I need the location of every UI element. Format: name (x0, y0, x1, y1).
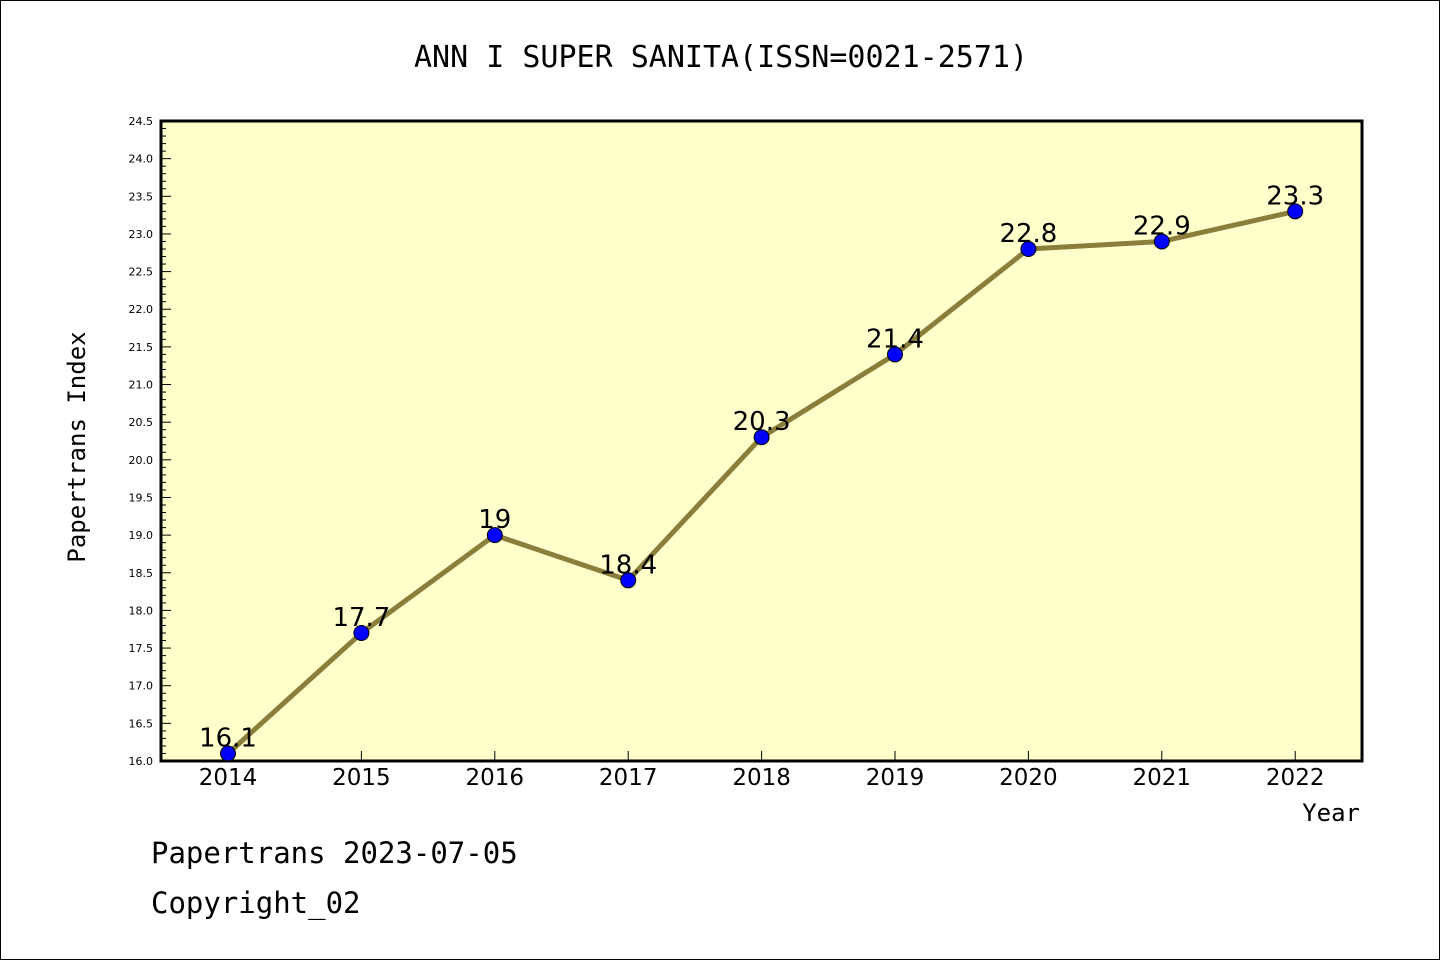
data-label: 19 (478, 505, 511, 535)
data-label: 22.8 (999, 219, 1057, 249)
data-point (753, 429, 770, 446)
y-axis-ticks: 16.0 16.5 17.0 17.5 18.0 18.5 19.0 19.5 20.0 20.5… (129, 115, 171, 768)
data-point (220, 745, 236, 762)
data-point (486, 527, 503, 544)
y-tick-label: 23.5 (129, 190, 154, 203)
x-axis-ticks: 2014 2015 2016 2017 2018 2019 2020 2021 2022 (199, 751, 1325, 791)
data-label: 23.3 (1266, 181, 1324, 211)
y-tick-label: 17.5 (129, 642, 154, 655)
chart-title: ANN I SUPER SANITA(ISSN=0021-2571) (414, 40, 1028, 75)
data-point (353, 625, 370, 641)
data-label: 22.9 (1133, 211, 1191, 241)
data-point (1287, 203, 1304, 220)
data-point (1153, 233, 1170, 250)
y-tick-label: 18.0 (129, 604, 154, 617)
data-label: 16.1 (199, 723, 257, 753)
x-tick-label: 2022 (1266, 765, 1325, 791)
y-tick-label: 24.0 (129, 153, 154, 166)
x-tick-label: 2020 (999, 765, 1058, 791)
y-tick-label: 21.0 (129, 379, 154, 392)
series-line-group (220, 203, 1304, 762)
data-point (887, 346, 903, 363)
data-label: 20.3 (733, 407, 791, 437)
y-tick-label: 18.5 (129, 567, 154, 580)
x-axis-label: Year (1302, 799, 1360, 827)
data-point (1020, 241, 1037, 257)
footer-copyright: Copyright_02 (151, 886, 361, 920)
data-labels: 16.1 17.7 19 18.4 20.3 21.4 22.8 22.9 23.3 (199, 181, 1324, 753)
x-tick-label: 2017 (599, 765, 658, 791)
y-tick-label: 24.5 (129, 115, 154, 128)
data-label: 18.4 (599, 550, 657, 580)
x-tick-label: 2021 (1133, 765, 1192, 791)
y-tick-label: 20.5 (129, 416, 154, 429)
y-tick-label: 22.5 (129, 266, 154, 279)
data-label: 17.7 (332, 603, 390, 633)
x-tick-label: 2019 (866, 765, 925, 791)
footer-date-line: Papertrans 2023-07-05 (151, 836, 518, 870)
y-tick-label: 21.5 (129, 341, 154, 354)
y-tick-label: 19.5 (129, 491, 154, 504)
y-axis-label: Papertrans Index (63, 331, 91, 562)
x-tick-label: 2018 (732, 765, 791, 791)
y-tick-label: 23.0 (129, 228, 154, 241)
y-tick-label: 22.0 (129, 303, 154, 316)
x-tick-label: 2016 (466, 765, 525, 791)
y-tick-label: 17.0 (129, 680, 154, 693)
y-tick-label: 16.0 (129, 755, 154, 768)
x-tick-label: 2014 (199, 765, 258, 791)
data-point (620, 572, 637, 589)
y-tick-label: 20.0 (129, 454, 154, 467)
x-tick-label: 2015 (332, 765, 391, 791)
y-tick-label: 19.0 (129, 529, 154, 542)
data-label: 21.4 (866, 324, 924, 354)
y-tick-label: 16.5 (129, 717, 154, 730)
